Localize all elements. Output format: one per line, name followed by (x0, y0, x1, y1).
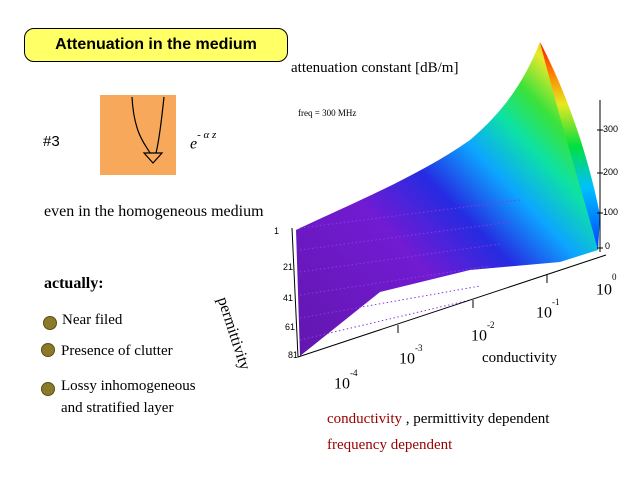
permittivity-dependent: , permittivity dependent (402, 411, 550, 427)
formula-exponent: - α z (197, 129, 217, 141)
downward-arrow-icon (131, 96, 165, 164)
cond-tick-label: 100 (596, 272, 617, 299)
conductivity-word: conductivity (327, 411, 402, 427)
cond-axis-ticks (397, 275, 548, 333)
perm-tick-label: 21 (283, 262, 294, 272)
frequency-dependent: frequency dependent (327, 437, 453, 453)
bullet-lossy: Lossy inhomogeneous (61, 378, 196, 394)
decay-illustration (100, 95, 176, 175)
z-axis-ticks (597, 129, 603, 249)
z-tick-label: 200 (603, 167, 619, 177)
slide-title-box: Attenuation in the medium (24, 28, 288, 62)
perm-tick-label: 1 (274, 226, 280, 236)
homogeneous-note: even in the homogeneous medium (44, 203, 264, 220)
surface-dotted-region (299, 199, 521, 341)
bullet-icon (43, 316, 57, 330)
bullet-icon (41, 382, 55, 396)
slide-title: Attenuation in the medium (55, 36, 257, 53)
perm-tick-label: 81 (288, 350, 299, 360)
actually-label: actually: (44, 275, 104, 292)
z-tick-label: 300 (603, 124, 619, 134)
slide-number: #3 (43, 133, 60, 150)
dependency-line: conductivity , permittivity dependent (327, 411, 549, 428)
cond-axis-label: conductivity (482, 350, 557, 366)
z-tick-label: 0 (605, 241, 611, 251)
surface-side (540, 42, 600, 250)
bullet-near-field: Near filed (62, 312, 123, 328)
bullet-icon (41, 343, 55, 357)
freq-note: freq = 300 MHz (298, 108, 357, 118)
cond-tick-label: 10-1 (536, 297, 560, 322)
bullet-stratified: and stratified layer (61, 400, 174, 416)
perm-tick-label: 41 (283, 293, 294, 303)
bullet-clutter: Presence of clutter (61, 343, 173, 359)
cond-tick-label: 10-2 (471, 320, 495, 345)
cond-tick-label: 10-4 (334, 368, 358, 393)
cond-tick-label: 10-3 (399, 343, 423, 368)
z-tick-label: 100 (603, 207, 619, 217)
surface-body (296, 42, 600, 356)
z-axis-label: attenuation constant [dB/m] (291, 60, 459, 76)
perm-tick-label: 61 (285, 322, 296, 332)
decay-formula: e- α z (190, 129, 216, 153)
formula-base: e (190, 135, 198, 153)
